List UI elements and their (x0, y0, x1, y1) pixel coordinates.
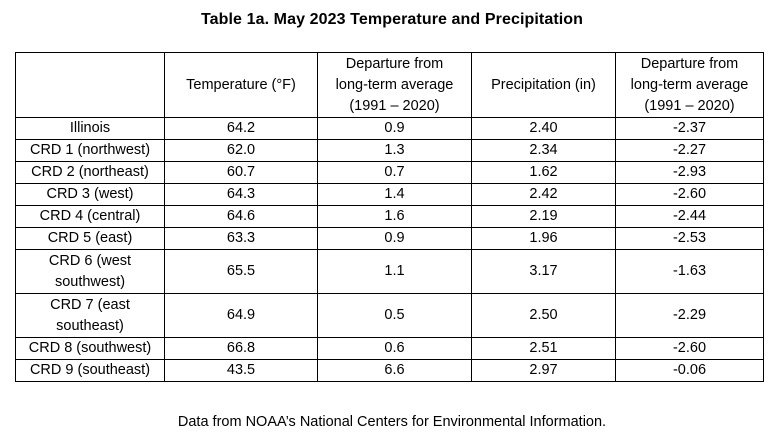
table-row: CRD 9 (southeast) 43.5 6.6 2.97 -0.06 (15, 359, 764, 382)
cell-region: CRD 8 (southwest) (15, 337, 165, 360)
cell-temperature: 64.3 (164, 183, 318, 206)
header-precipitation: Precipitation (in) (471, 52, 616, 118)
cell-precipitation: 2.97 (471, 359, 616, 382)
cell-precip-departure: -2.60 (615, 183, 764, 206)
cell-precip-departure: -2.53 (615, 227, 764, 250)
cell-temperature: 62.0 (164, 139, 318, 162)
cell-region: CRD 1 (northwest) (15, 139, 165, 162)
cell-temperature: 64.9 (164, 293, 318, 338)
cell-precip-departure: -2.93 (615, 161, 764, 184)
cell-temp-departure: 6.6 (317, 359, 472, 382)
cell-region-line2: southeast) (56, 317, 124, 334)
cell-region: CRD 6 (west southwest) (15, 249, 165, 294)
cell-precip-departure: -1.63 (615, 249, 764, 294)
table-row: CRD 8 (southwest) 66.8 0.6 2.51 -2.60 (15, 337, 764, 360)
cell-precip-departure: -0.06 (615, 359, 764, 382)
cell-precipitation: 3.17 (471, 249, 616, 294)
cell-precipitation: 2.50 (471, 293, 616, 338)
table-row: CRD 4 (central) 64.6 1.6 2.19 -2.44 (15, 205, 764, 228)
cell-region-line1: CRD 6 (west (48, 252, 132, 269)
header-region (15, 52, 165, 118)
cell-precipitation: 2.42 (471, 183, 616, 206)
table-row: CRD 1 (northwest) 62.0 1.3 2.34 -2.27 (15, 139, 764, 162)
cell-temp-departure: 1.6 (317, 205, 472, 228)
header-temp-departure-line3: (1991 – 2020) (349, 97, 440, 114)
cell-region-line1: CRD 7 (east (50, 296, 130, 313)
cell-precip-departure: -2.27 (615, 139, 764, 162)
cell-temperature: 43.5 (164, 359, 318, 382)
cell-precipitation: 1.62 (471, 161, 616, 184)
cell-temp-departure: 0.9 (317, 227, 472, 250)
cell-temp-departure: 1.3 (317, 139, 472, 162)
header-precip-departure-line2: long-term average (630, 76, 749, 93)
header-precip-departure: Departure from long-term average (1991 –… (615, 52, 764, 118)
cell-temperature: 63.3 (164, 227, 318, 250)
cell-precipitation: 2.51 (471, 337, 616, 360)
cell-temp-departure: 1.1 (317, 249, 472, 294)
table-row: CRD 5 (east) 63.3 0.9 1.96 -2.53 (15, 227, 764, 250)
header-temp-departure-line1: Departure from (345, 55, 444, 72)
header-temperature: Temperature (°F) (164, 52, 318, 118)
cell-temp-departure: 0.9 (317, 117, 472, 140)
cell-precip-departure: -2.37 (615, 117, 764, 140)
table-row: Illinois 64.2 0.9 2.40 -2.37 (15, 117, 764, 140)
cell-temperature: 64.2 (164, 117, 318, 140)
cell-temp-departure: 0.5 (317, 293, 472, 338)
cell-precip-departure: -2.44 (615, 205, 764, 228)
cell-region: CRD 5 (east) (15, 227, 165, 250)
cell-precipitation: 2.34 (471, 139, 616, 162)
cell-region-line2: southwest) (54, 273, 126, 290)
cell-temperature: 64.6 (164, 205, 318, 228)
header-temp-departure: Departure from long-term average (1991 –… (317, 52, 472, 118)
cell-precipitation: 2.40 (471, 117, 616, 140)
cell-temp-departure: 0.6 (317, 337, 472, 360)
cell-temp-departure: 0.7 (317, 161, 472, 184)
cell-temp-departure: 1.4 (317, 183, 472, 206)
cell-region: CRD 2 (northeast) (15, 161, 165, 184)
table-row: CRD 7 (east southeast) 64.9 0.5 2.50 -2.… (15, 293, 764, 338)
cell-precip-departure: -2.29 (615, 293, 764, 338)
cell-temperature: 65.5 (164, 249, 318, 294)
climate-table: Temperature (°F) Departure from long-ter… (15, 52, 764, 382)
source-footnote: Data from NOAA’s National Centers for En… (177, 414, 607, 430)
table-title: Table 1a. May 2023 Temperature and Preci… (200, 11, 584, 28)
cell-region: CRD 3 (west) (15, 183, 165, 206)
header-precip-departure-line3: (1991 – 2020) (644, 97, 735, 114)
table-row: CRD 3 (west) 64.3 1.4 2.42 -2.60 (15, 183, 764, 206)
table-row: CRD 6 (west southwest) 65.5 1.1 3.17 -1.… (15, 249, 764, 294)
cell-precip-departure: -2.60 (615, 337, 764, 360)
cell-region: CRD 4 (central) (15, 205, 165, 228)
cell-precipitation: 2.19 (471, 205, 616, 228)
cell-temperature: 66.8 (164, 337, 318, 360)
header-temp-departure-line2: long-term average (335, 76, 454, 93)
cell-region: CRD 7 (east southeast) (15, 293, 165, 338)
table-row: CRD 2 (northeast) 60.7 0.7 1.62 -2.93 (15, 161, 764, 184)
cell-region: Illinois (15, 117, 165, 140)
cell-region: CRD 9 (southeast) (15, 359, 165, 382)
cell-temperature: 60.7 (164, 161, 318, 184)
table-header-row: Temperature (°F) Departure from long-ter… (15, 52, 764, 118)
header-precip-departure-line1: Departure from (640, 55, 739, 72)
cell-precipitation: 1.96 (471, 227, 616, 250)
